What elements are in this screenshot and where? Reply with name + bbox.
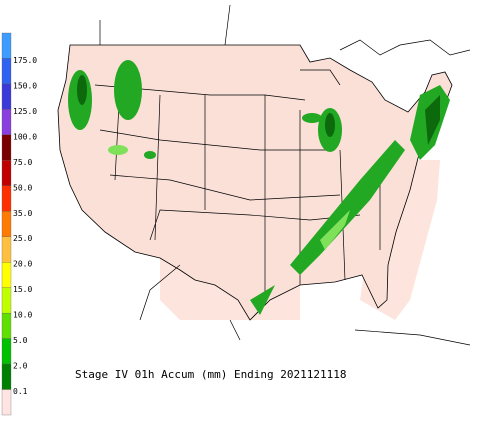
color-swatch [1, 338, 12, 365]
color-label: 10.0 [13, 311, 32, 320]
color-label: 75.0 [13, 158, 32, 167]
color-label: 150.0 [13, 81, 37, 90]
precipitation [68, 60, 450, 315]
color-swatch [1, 134, 12, 161]
color-swatch [1, 312, 12, 339]
color-swatch [1, 236, 12, 263]
color-label: 0.1 [13, 387, 28, 396]
color-swatch [1, 287, 12, 314]
color-swatch [1, 32, 12, 59]
canada-mexico-coast [99, 4, 471, 346]
color-label: 100.0 [13, 132, 37, 141]
map-title: Stage IV 01h Accum (mm) Ending 202112111… [75, 368, 347, 381]
color-label: 5.0 [13, 336, 28, 345]
color-swatch [1, 185, 12, 212]
color-swatch [1, 211, 12, 237]
color-swatch [1, 109, 12, 136]
color-label: 125.0 [13, 107, 37, 116]
color-swatch [1, 389, 12, 416]
color-swatch [1, 83, 12, 110]
color-label: 25.0 [13, 234, 32, 243]
color-label: 50.0 [13, 183, 32, 192]
color-label: 20.0 [13, 260, 32, 269]
color-label: 175.0 [13, 56, 37, 65]
color-label: 15.0 [13, 285, 32, 294]
color-swatch [1, 363, 12, 390]
color-label: 2.0 [13, 362, 28, 371]
color-bar: 175.0 150.0 125.0 100.0 75.0 50.0 35.0 25.0 20.0… [1, 32, 37, 416]
color-swatch [1, 262, 12, 288]
color-label: 35.0 [13, 209, 32, 218]
conus-area [57, 44, 453, 321]
color-swatch [1, 58, 12, 85]
color-swatch [1, 160, 12, 186]
